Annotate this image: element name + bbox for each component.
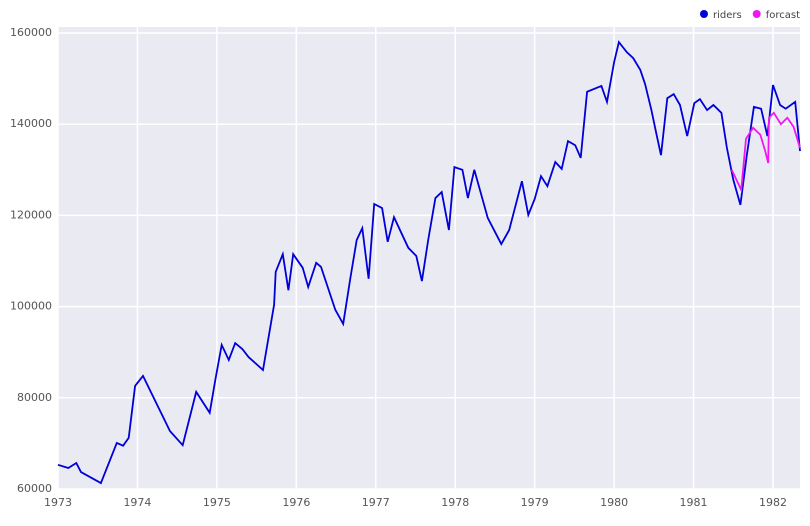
x-tick-label: 1975 [203, 496, 231, 509]
line-series [57, 40, 801, 485]
y-tick-label: 60000 [17, 482, 52, 495]
y-tick-label: 100000 [10, 300, 52, 313]
y-tick-label: 80000 [17, 391, 52, 404]
legend-label: riders [713, 10, 742, 21]
y-tick-label: 140000 [10, 117, 52, 130]
legend-label: forcast [766, 10, 800, 21]
x-tick-label: 1978 [441, 496, 469, 509]
x-tick-label: 1977 [362, 496, 390, 509]
line-series [730, 111, 801, 194]
x-tick-label: 1979 [521, 496, 549, 509]
x-tick-label: 1980 [600, 496, 628, 509]
x-tick-label: 1973 [44, 496, 72, 509]
legend: forcast riders [699, 10, 800, 21]
legend-marker [699, 10, 708, 18]
x-tick-label: 1976 [282, 496, 310, 509]
x-tick-label: 1981 [680, 496, 708, 509]
x-tick-label: 1982 [759, 496, 787, 509]
legend-marker [752, 10, 761, 18]
y-tick-label: 120000 [10, 208, 52, 221]
x-tick-label: 1974 [123, 496, 151, 509]
y-tick-label: 160000 [10, 26, 52, 39]
plot-background [58, 27, 800, 489]
